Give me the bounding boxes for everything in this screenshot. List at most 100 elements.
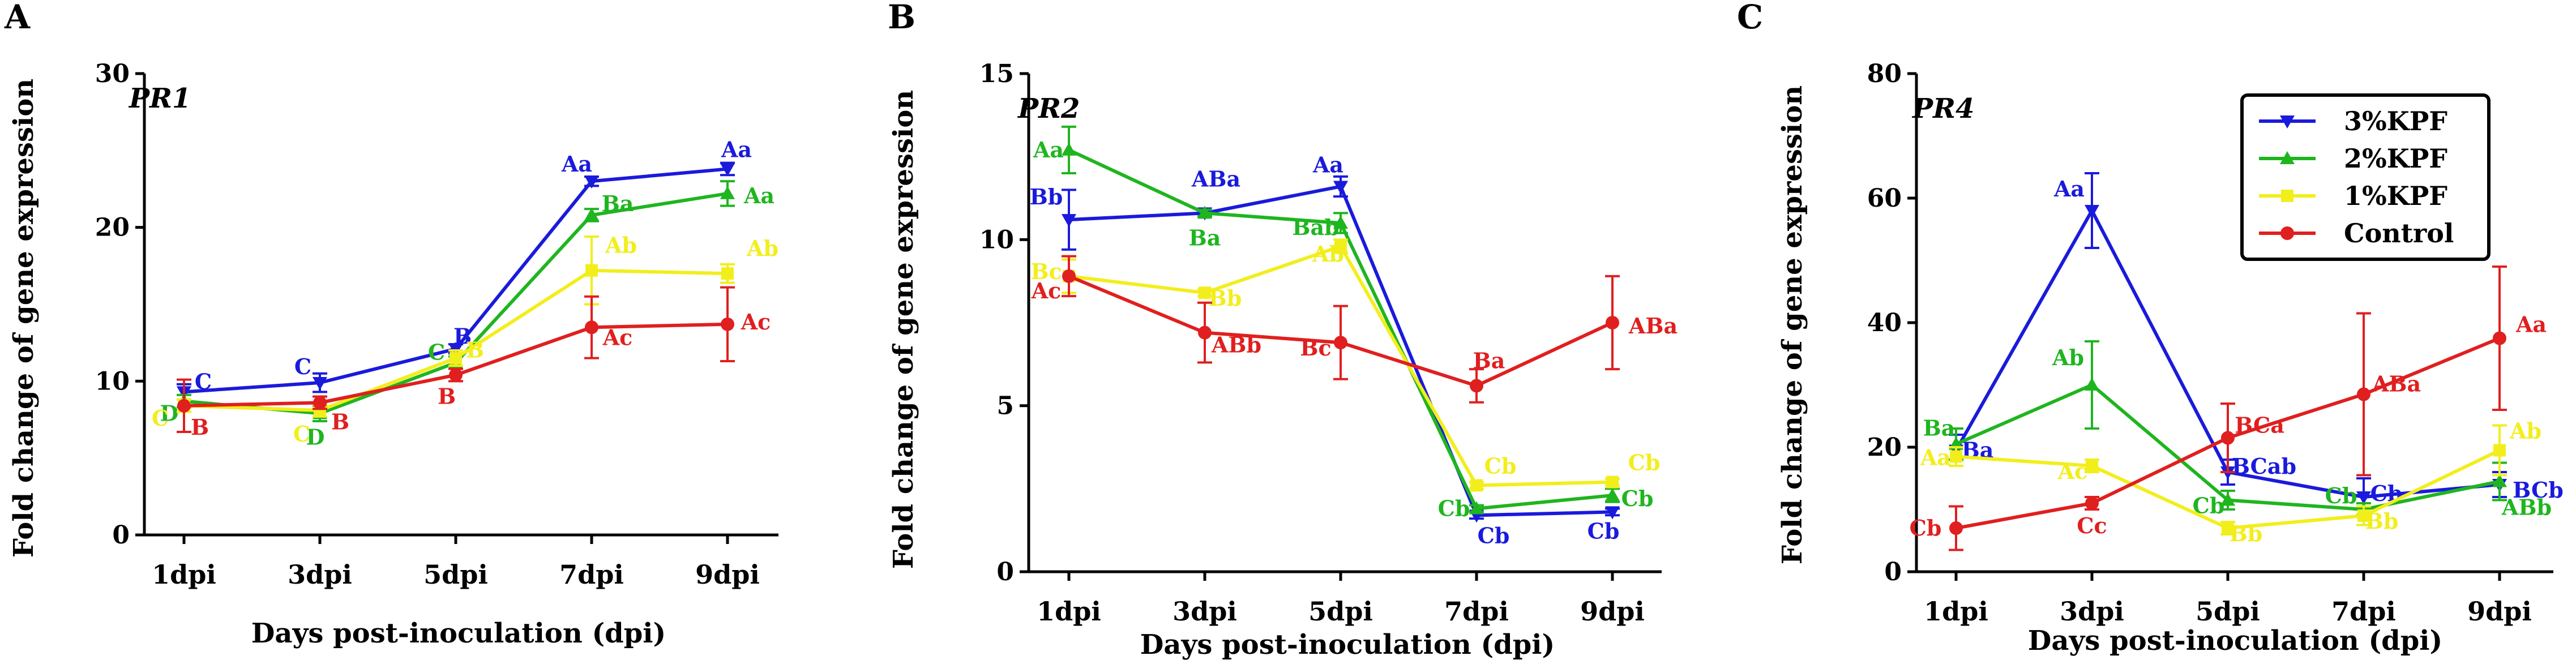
panel-c-significance-label: Ba [1923, 415, 1955, 441]
panel-a-significance-label: B [331, 409, 349, 434]
panel-a-significance-label: C [293, 421, 310, 447]
panel-b-significance-label: Ba [1189, 225, 1221, 250]
panel-c-x-axis-title: Days post-inoculation (dpi) [2028, 625, 2442, 657]
panel-a-x-tick-label: 9dpi [695, 559, 760, 590]
panel-c-data-point-control [2493, 331, 2506, 345]
panel-c-data-point-control [2357, 387, 2370, 401]
panel-c-significance-label: Cc [2077, 513, 2107, 538]
legend-marker-2pct-kpf [2280, 151, 2295, 164]
panel-c-y-tick-label: 60 [1867, 184, 1902, 213]
panel-b-data-point-1pct-kpf [1199, 286, 1211, 299]
legend-label-1pct-kpf: 1%KPF [2344, 181, 2447, 211]
panel-c-x-tick-label: 5dpi [2196, 596, 2260, 627]
panel-b-significance-label: Bc [1300, 335, 1331, 361]
panel-a-data-point-control [721, 317, 734, 331]
panel-b-x-axis-title: Days post-inoculation (dpi) [1140, 629, 1555, 661]
panel-c-data-point-control [2085, 496, 2099, 510]
panel-b-significance-label: Bab [1292, 215, 1339, 240]
panel-b-x-tick-label: 7dpi [1444, 596, 1509, 627]
panel-b-data-point-1pct-kpf [1334, 240, 1347, 253]
panel-c-significance-label: Bb [2230, 521, 2263, 546]
panel-a-data-point-control [585, 320, 598, 335]
legend: 3%KPF 2%KPF 1%KPF Control [2240, 93, 2491, 261]
panel-a-letter: A [4, 0, 31, 36]
panel-b-significance-label: Bb [1209, 285, 1242, 311]
panel-a-data-point-2pct-kpf [584, 207, 599, 221]
panel-b-significance-label: Bb [1030, 184, 1063, 209]
panel-a-data-point-3pct-kpf [313, 377, 327, 391]
panel-c-x-tick-label: 7dpi [2331, 596, 2396, 627]
panel-b-significance-label: Cb [1621, 486, 1654, 511]
panel-a-significance-label: B [438, 383, 456, 409]
panel-b-data-point-2pct-kpf [1469, 501, 1484, 515]
legend-label-3pct-kpf: 3%KPF [2344, 106, 2447, 136]
panel-a-significance-label: Ac [602, 324, 633, 350]
panel-a-y-tick-label: 20 [95, 213, 130, 242]
panel-a-data-point-1pct-kpf [585, 264, 598, 277]
panel-c-x-tick-label: 1dpi [1924, 596, 1988, 627]
panel-a-y-tick-label: 10 [95, 367, 130, 396]
panel-c-data-point-2pct-kpf [2492, 474, 2507, 487]
panel-c-letter: C [1737, 0, 1763, 36]
panel-a-significance-label: Aa [721, 136, 752, 162]
panel-c-data-point-3pct-kpf [2085, 205, 2099, 218]
panel-a-significance-label: B [466, 337, 484, 363]
panel-a-significance-label: D [306, 424, 325, 449]
panel-a-data-point-1pct-kpf [721, 267, 734, 280]
panel-c-significance-label: Aa [2053, 176, 2085, 202]
panel-b-data-point-3pct-kpf [1333, 181, 1348, 194]
panel-c-y-axis-title: Fold change of gene expression [1777, 85, 1808, 564]
panel-b-data-point-control [1334, 336, 1347, 350]
panel-b-x-tick-label: 5dpi [1308, 596, 1373, 627]
panel-c-y-tick-label: 80 [1867, 59, 1902, 88]
panel-b-letter: B [888, 0, 915, 36]
legend-label-control: Control [2344, 218, 2454, 249]
legend-marker-control [2280, 226, 2294, 240]
panel-a-data-point-3pct-kpf [720, 163, 735, 177]
panel-b-significance-label: Aa [1312, 152, 1343, 177]
panel-b-y-axis-title: Fold change of gene expression [888, 90, 919, 569]
panel-a-significance-label: Ab [746, 235, 778, 261]
panel-c-significance-label: ABa [2372, 371, 2421, 397]
panel-b-data-point-2pct-kpf [1333, 216, 1348, 229]
panel-a-data-point-3pct-kpf [584, 175, 599, 189]
panel-b-data-point-1pct-kpf [1606, 475, 1619, 489]
panel-b-significance-label: Ac [1031, 278, 1062, 303]
panel-a-significance-label: Aa [743, 183, 774, 208]
panel-c-significance-label: Cb [2325, 483, 2357, 508]
panel-b-y-tick-label: 10 [979, 225, 1014, 254]
panel-c-significance-label: BCb [2513, 477, 2564, 503]
panel-c-significance-label: Ac [2057, 459, 2088, 484]
panel-c-gene-label: PR4 [1911, 93, 1974, 125]
panel-a-x-axis-title: Days post-inoculation (dpi) [251, 618, 666, 649]
panel-c-y-tick-label: 20 [1867, 433, 1902, 462]
panel-b-y-tick-label: 15 [979, 59, 1014, 88]
panel-b-gene-label: PR2 [1017, 93, 1080, 125]
panel-b-data-point-3pct-kpf [1062, 214, 1076, 228]
panel-a-gene-label: PR1 [128, 83, 191, 114]
panel-a-data-point-control [313, 396, 327, 410]
panel-c-data-point-1pct-kpf [2357, 509, 2370, 522]
legend-marker-3pct-kpf [2280, 115, 2295, 128]
panel-c-data-point-2pct-kpf [2085, 378, 2099, 391]
panel-b-significance-label: ABa [1628, 313, 1678, 339]
panel-a-x-tick-label: 5dpi [423, 559, 488, 590]
panel-b-data-point-control [1470, 379, 1483, 393]
panel-c-significance-label: Bb [2365, 508, 2399, 534]
panel-b-significance-label: Cb [1484, 453, 1517, 478]
panel-b-data-point-control [1062, 269, 1076, 283]
panel-a-significance-label: Aa [561, 151, 592, 177]
panel-a-significance-label: C [152, 405, 169, 431]
panel-a-y-tick-label: 30 [95, 59, 130, 88]
panel-a-significance-label: C [428, 340, 445, 365]
panel-b-y-tick-label: 5 [996, 392, 1014, 421]
panel-b-significance-label: ABa [1191, 166, 1240, 191]
panel-a-significance-label: Ac [741, 309, 771, 335]
panel-c-significance-label: Ab [2509, 418, 2541, 444]
panel-c-significance-label: BCa [2235, 413, 2284, 438]
panel-a-data-point-2pct-kpf [720, 186, 735, 199]
panel-b-data-point-1pct-kpf [1470, 479, 1483, 492]
panel-b-data-point-2pct-kpf [1062, 142, 1076, 156]
panel-b-significance-label: ABb [1211, 332, 1261, 358]
